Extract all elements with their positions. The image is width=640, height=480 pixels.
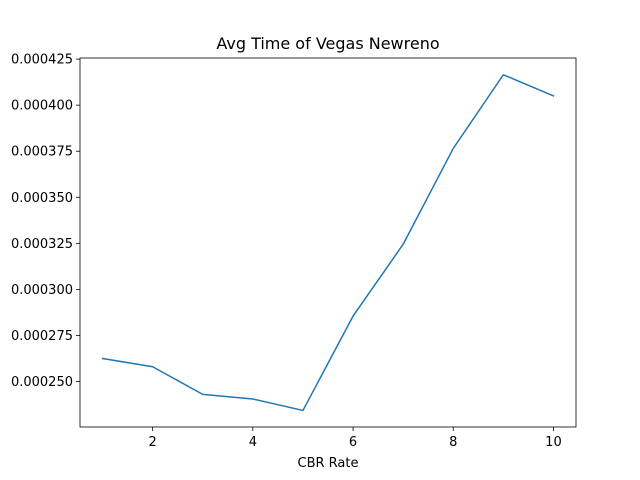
y-tick-label: 0.000250 (11, 375, 73, 390)
y-tick-label: 0.000425 (11, 53, 73, 68)
x-tick-label: 4 (249, 435, 257, 450)
x-tick-label: 2 (149, 435, 157, 450)
x-tick-label: 10 (545, 435, 562, 450)
y-tick-label: 0.000350 (11, 191, 73, 206)
series-line-0 (101, 74, 555, 412)
plot-area: 2 4 6 8 10 0.000250 0.000275 0.000300 0.000325 0.… (11, 53, 577, 450)
x-axis-label: CBR Rate (298, 456, 359, 471)
y-tick-label: 0.000300 (11, 283, 73, 298)
x-tick-label: 6 (349, 435, 357, 450)
y-tick-label: 0.000375 (11, 145, 73, 160)
x-tick-label: 8 (449, 435, 457, 450)
plot-frame (79, 57, 577, 428)
y-tick-label: 0.000325 (11, 237, 73, 252)
y-tick-label: 0.000275 (11, 329, 73, 344)
y-tick-label: 0.000400 (11, 99, 73, 114)
chart-title: Avg Time of Vegas Newreno (216, 34, 439, 53)
